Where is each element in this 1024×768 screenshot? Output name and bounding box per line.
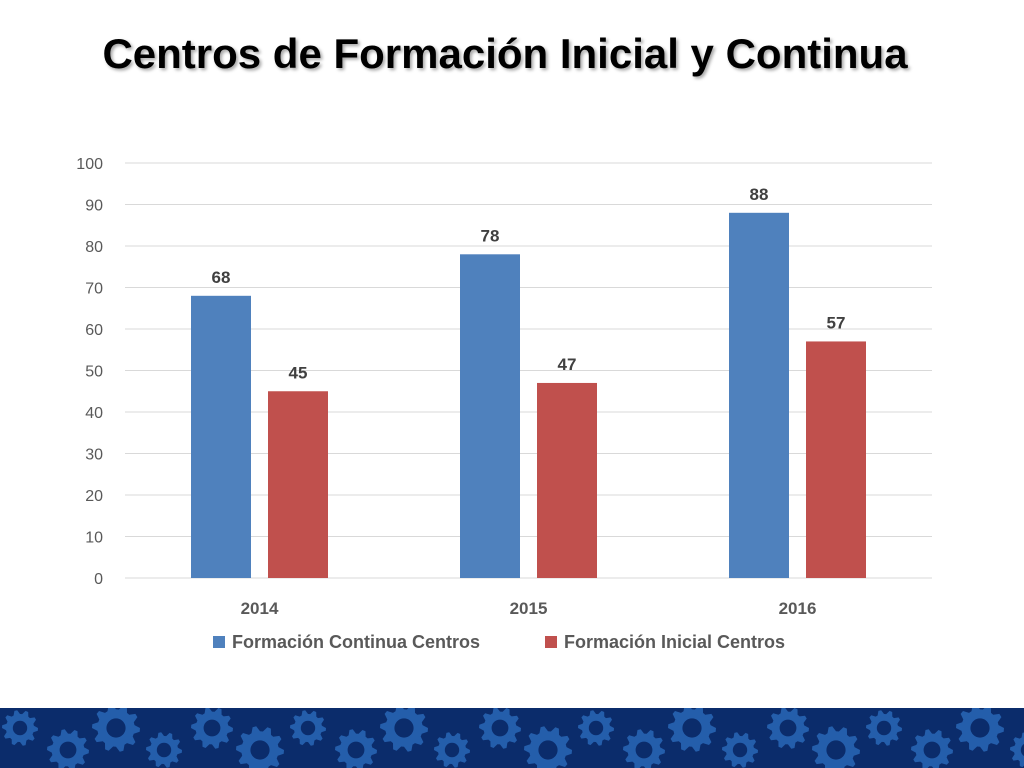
y-tick-label: 30 (85, 447, 103, 464)
legend-swatch (545, 636, 557, 648)
gear-hole (923, 741, 941, 759)
data-label: 88 (750, 185, 769, 204)
gear-hole (732, 742, 748, 758)
gear-hole (538, 740, 558, 760)
y-tick-label: 20 (85, 488, 103, 505)
gear-hole (491, 719, 509, 737)
gear-hole (970, 718, 990, 738)
y-tick-label: 60 (85, 322, 103, 339)
gear-hole (394, 718, 414, 738)
gear-hole (779, 719, 797, 737)
data-label: 47 (558, 355, 577, 374)
bar (191, 295, 251, 578)
data-label: 45 (289, 363, 308, 382)
gear-hole (300, 720, 316, 736)
legend-label: Formación Inicial Centros (564, 632, 785, 652)
y-tick-label: 10 (85, 530, 103, 547)
legend: Formación Continua Centros Formación Inic… (213, 632, 785, 652)
gear-hole (588, 720, 604, 736)
bar (537, 382, 597, 578)
bar-chart: 0 10 20 30 40 50 60 70 80 90 100 68 45 78 47 88 57 2014… (76, 156, 932, 652)
gridlines (125, 162, 932, 579)
gear-hole (156, 742, 172, 758)
gear-hole (59, 741, 77, 759)
gear-hole (682, 718, 702, 738)
y-tick-label: 40 (85, 405, 103, 422)
legend-swatch (213, 636, 225, 648)
y-axis: 0 10 20 30 40 50 60 70 80 90 100 (76, 156, 103, 588)
x-axis: 2014 2015 2016 (241, 599, 817, 618)
data-label: 57 (827, 313, 846, 332)
bar (729, 212, 789, 579)
x-tick-label: 2015 (510, 599, 548, 618)
x-tick-label: 2016 (779, 599, 817, 618)
y-tick-label: 90 (85, 198, 103, 215)
bar (460, 254, 520, 579)
gear-hole (444, 742, 460, 758)
y-tick-label: 70 (85, 281, 103, 298)
footer-gear-band (0, 708, 1024, 768)
gear-hole (1020, 744, 1024, 756)
bars (191, 212, 866, 579)
gear-hole (876, 720, 892, 736)
gear-hole (826, 740, 846, 760)
slide-title: Centros de Formación Inicial y Continua (102, 30, 908, 77)
gear-hole (635, 741, 653, 759)
y-tick-label: 0 (94, 571, 103, 588)
y-tick-label: 50 (85, 364, 103, 381)
gear-hole (250, 740, 270, 760)
legend-label: Formación Continua Centros (232, 632, 480, 652)
gear-hole (106, 718, 126, 738)
gear-icon (1010, 732, 1024, 768)
y-tick-label: 100 (76, 156, 103, 173)
data-labels: 68 45 78 47 88 57 (212, 185, 846, 382)
data-label: 78 (481, 226, 500, 245)
y-tick-label: 80 (85, 239, 103, 256)
gear-hole (12, 720, 28, 736)
bar (268, 391, 328, 578)
x-tick-label: 2014 (241, 599, 279, 618)
gear-hole (347, 741, 365, 759)
bar (806, 341, 866, 578)
gear-hole (203, 719, 221, 737)
data-label: 68 (212, 268, 231, 287)
